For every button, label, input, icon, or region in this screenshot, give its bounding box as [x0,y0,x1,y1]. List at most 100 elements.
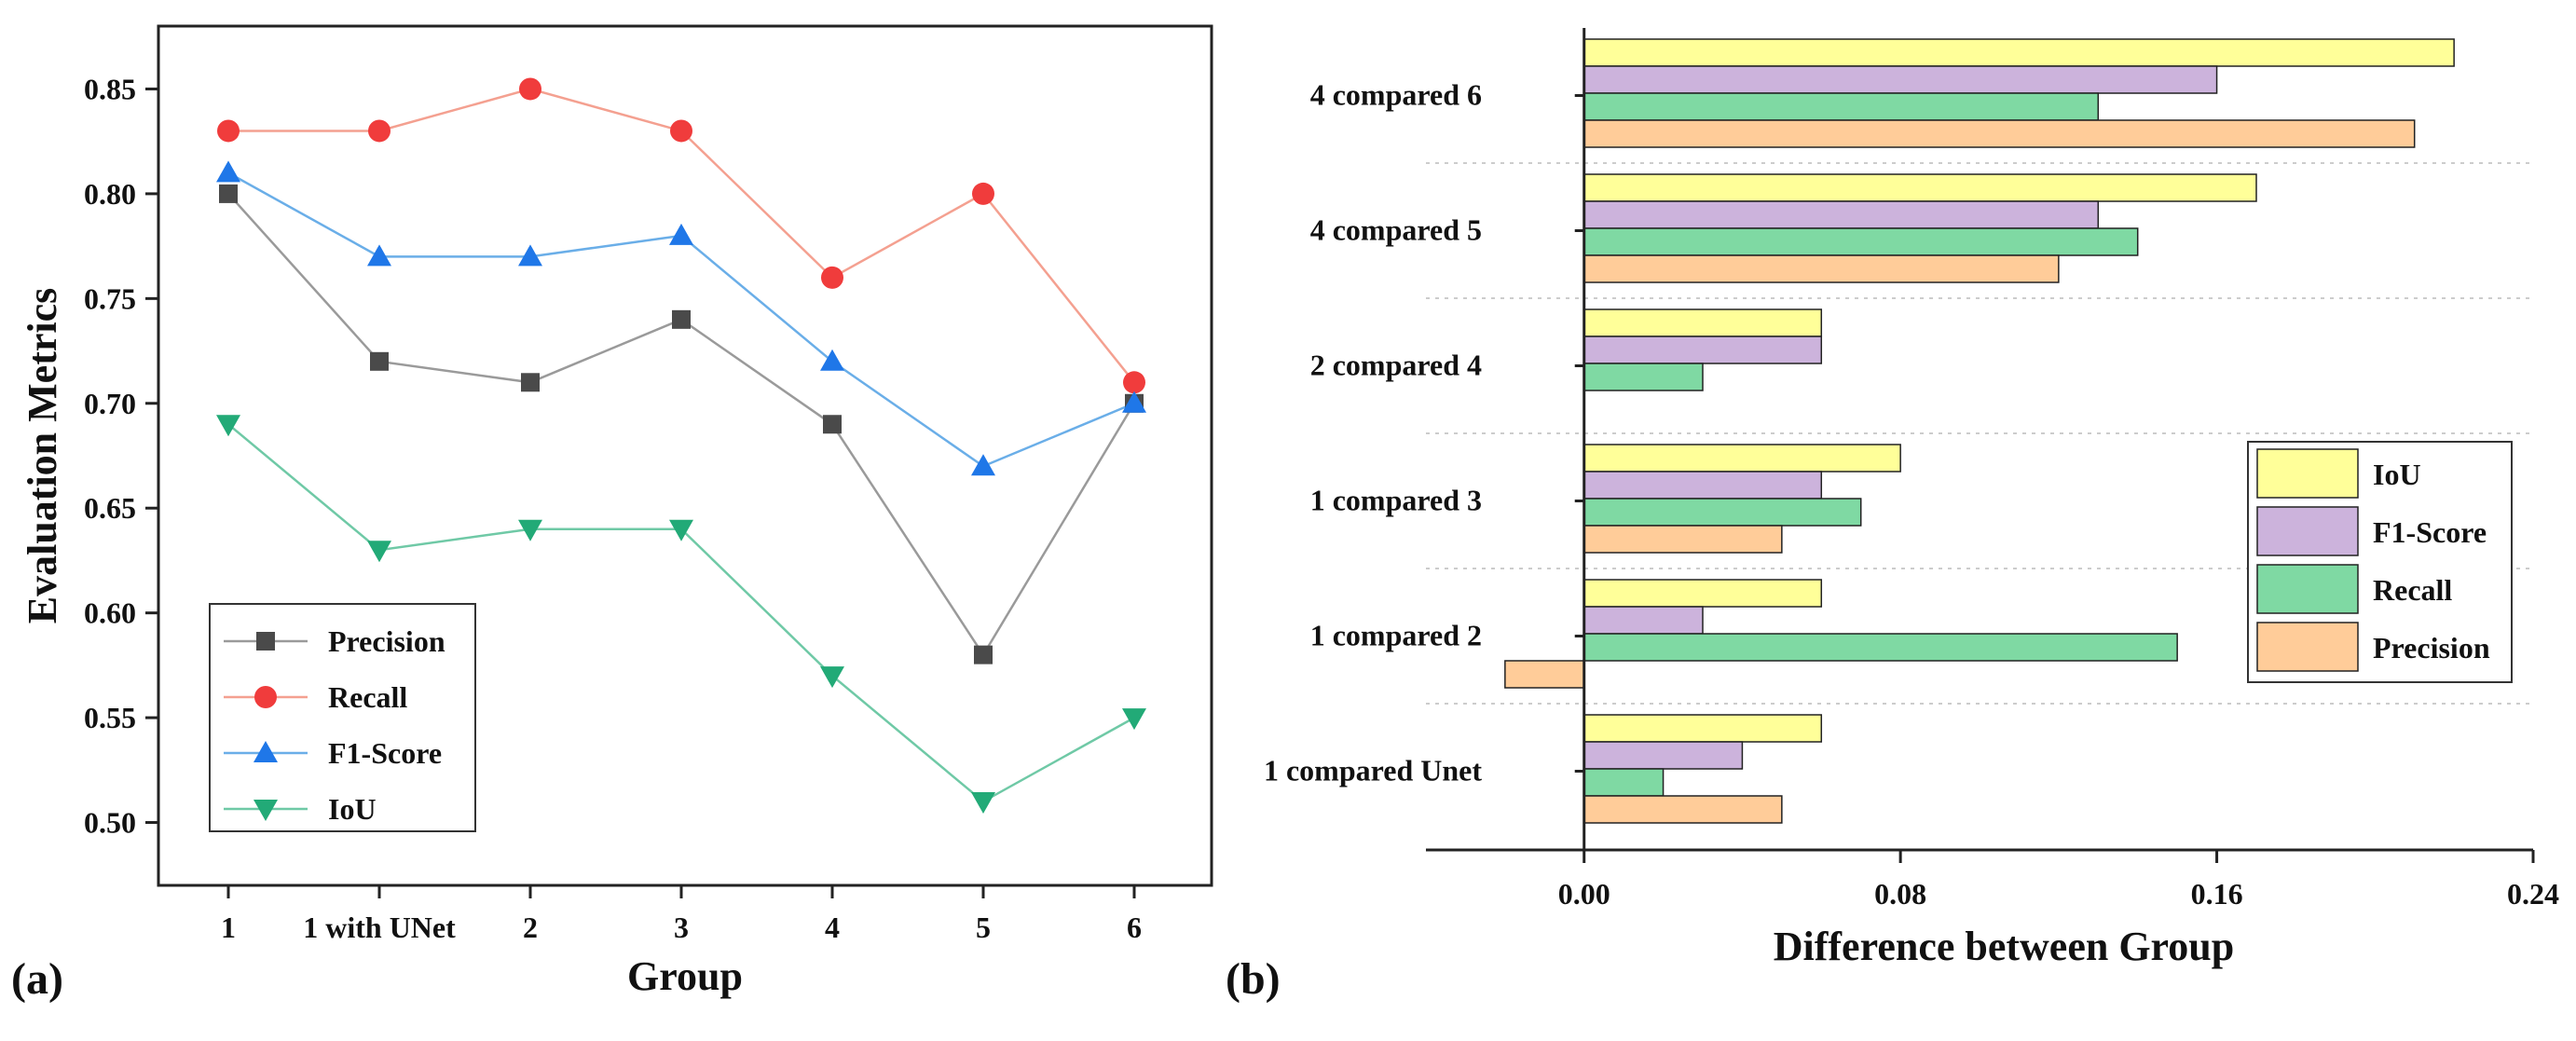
y-tick-label-a: 0.60 [84,596,136,630]
bar-recall [1583,768,1665,797]
legend-marker-iou [253,800,278,821]
data-point-iou [216,415,240,437]
x-tick-label-b: 0.08 [1874,877,1926,911]
legend-label-iou: IoU [2373,458,2421,491]
data-point-f1-score [971,454,995,476]
x-axis-title-b: Difference between Group [1774,924,2234,969]
legend-label-precision: Precision [2373,631,2490,664]
data-point-recall [1123,371,1145,394]
bar-iou [1583,308,1823,337]
legend-marker-precision [256,632,275,651]
data-point-iou [669,519,693,541]
data-point-precision [823,415,842,434]
x-tick-label-b: 0.16 [2191,877,2243,911]
data-point-precision [974,645,993,664]
x-tick-label-a: 2 [523,911,538,944]
bar-recall [1583,92,2100,121]
panel-label-a: (a) [11,954,63,1004]
y-tick-label-b: 4 compared 5 [1310,213,1482,247]
bar-precision [1583,525,1783,554]
data-point-f1-score [216,160,240,183]
y-tick-label-a: 0.65 [84,491,136,525]
line-chart-panel-a: 0.50 0.55 0.60 0.65 0.70 0.75 0.80 0.85 1 1 with … [11,24,1213,1004]
x-tick-label-a: 5 [976,911,991,944]
legend-a: Precision Recall F1-Score IoU [209,603,476,832]
bar-iou [1583,38,2455,67]
bar-recall [1583,363,1704,391]
data-point-recall [821,266,843,289]
bar-f1-score [1583,336,1823,364]
data-point-precision [521,373,540,392]
y-tick-label-a: 0.80 [84,177,136,211]
panel-label-b: (b) [1226,954,1281,1004]
bar-precision [1583,119,2416,148]
bar-recall [1583,633,2178,662]
y-tick-label-b: 2 compared 4 [1310,349,1482,382]
series-line-precision [227,193,1136,657]
data-point-f1-score [1122,390,1146,413]
data-point-iou [1122,708,1146,731]
y-tick-label-a: 0.85 [84,72,136,105]
bar-f1-score [1583,200,2100,229]
bar-precision [1504,660,1585,689]
legend-swatch-precision [2256,622,2359,672]
y-tick-label-a: 0.50 [84,806,136,840]
bar-chart-panel-b: 1 compared Unet 1 compared 2 1 compared 3 2… [1226,28,2559,1004]
bar-iou [1583,444,1901,473]
y-axis-title-a: Evaluation Metrics [20,288,65,624]
legend-label-recall: Recall [328,680,407,714]
bar-precision [1583,254,2060,283]
data-point-f1-score [518,244,542,267]
y-tick-label-b: 4 compared 6 [1310,78,1482,112]
data-point-recall [519,77,541,101]
y-tick-label-b: 1 compared 2 [1310,619,1482,652]
bar-recall [1583,498,1862,527]
bar-f1-score [1583,65,2218,94]
y-tick-label-b: 1 compared 3 [1310,484,1482,517]
data-point-recall [670,119,692,143]
data-point-recall [217,119,240,143]
data-point-f1-score [367,244,391,267]
legend-label-f1-score: F1-Score [2373,515,2487,549]
x-tick-label-a: 3 [674,911,689,944]
data-point-iou [518,519,542,541]
data-point-f1-score [820,349,844,371]
y-tick-label-a: 0.70 [84,387,136,420]
bar-iou [1583,714,1823,743]
data-point-iou [971,792,995,815]
x-tick-label-a: 6 [1127,911,1142,944]
y-tick-label-a: 0.55 [84,701,136,734]
legend-swatch-recall [2256,564,2359,614]
x-tick-label-a: 1 [221,911,236,944]
data-point-iou [367,541,391,563]
data-point-precision [672,309,691,329]
legend-swatch-iou [2256,448,2359,499]
legend-label-iou: IoU [328,792,377,826]
x-tick-label-b: 0.00 [1558,877,1610,911]
x-tick-label-a: 4 [825,911,840,944]
legend-b: IoU F1-Score Recall Precision [2247,441,2513,683]
bar-iou [1583,579,1823,608]
x-tick-label-b: 0.24 [2507,877,2559,911]
x-axis-title-a: Group [627,953,743,999]
bar-iou [1583,173,2257,202]
plot-frame-a [157,24,1213,887]
data-point-precision [219,184,238,203]
bar-precision [1583,795,1783,824]
legend-swatch-f1-score [2256,506,2359,556]
legend-label-precision: Precision [328,624,445,658]
bar-f1-score [1583,741,1744,770]
data-point-precision [370,351,389,371]
bar-recall [1583,227,2139,256]
bar-f1-score [1583,606,1704,635]
legend-marker-f1-score [253,741,278,762]
x-tick-label-a: 1 with UNet [303,911,456,944]
y-tick-label-a: 0.75 [84,281,136,315]
legend-label-recall: Recall [2373,573,2452,607]
data-point-recall [368,119,391,143]
legend-marker-recall [254,686,277,708]
bar-f1-score [1583,471,1823,500]
legend-label-f1-score: F1-Score [328,736,442,770]
data-point-iou [820,666,844,689]
